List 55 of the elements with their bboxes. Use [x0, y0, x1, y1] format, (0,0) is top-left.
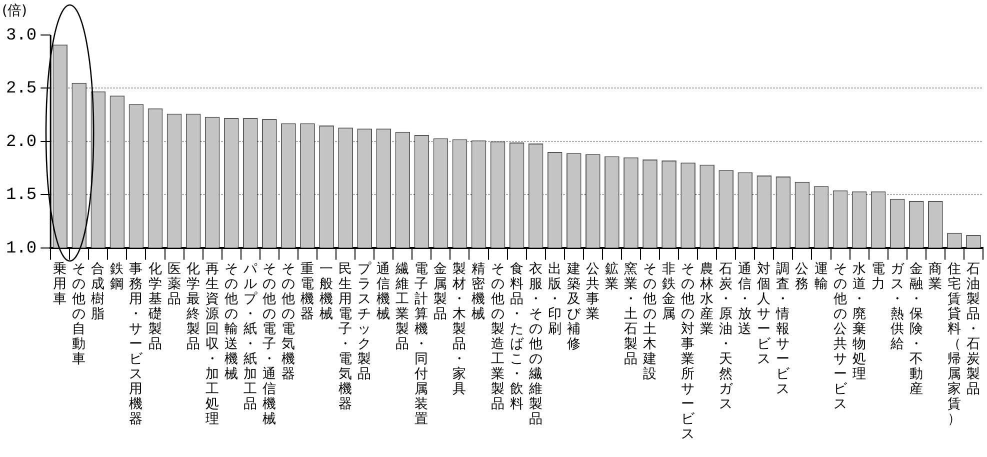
category-label: 住宅賃貸料（帰属家賃）: [947, 261, 962, 427]
category-label: その他の対事業所サービス: [681, 261, 696, 442]
category-label: 製材・木製品・家具: [452, 261, 467, 397]
category-label: 金融・保険・不動産: [909, 261, 924, 397]
y-tick-label: 2.0: [6, 132, 37, 152]
category-label: その他の公共サービス: [833, 261, 848, 412]
y-tick-label: 1.5: [6, 186, 37, 206]
x-tick-label: 精密機械: [472, 261, 486, 322]
x-tick-label: 電力: [871, 261, 886, 292]
category-label: 食料品・たばこ・飲料: [510, 261, 524, 412]
x-tick-label: その他の自動車: [72, 261, 86, 367]
x-tick-label: 金属製品: [434, 261, 448, 322]
y-tick-label: 2.5: [6, 80, 37, 99]
x-tick-label: 重電機器: [300, 261, 314, 322]
x-tick-label: その他の土木建設: [643, 261, 657, 382]
category-label: 再生資源回収・加工処理: [205, 261, 220, 427]
category-label: パルプ・紙・紙加工品: [243, 261, 258, 412]
y-tick-label: 1.0: [6, 239, 37, 258]
category-label: その他の製造工業製品: [490, 261, 505, 412]
x-tick-label: 化学基礎製品: [148, 261, 162, 352]
x-tick-label: 医薬品: [167, 261, 182, 307]
x-tick-label: 通信・放送: [738, 261, 752, 337]
category-label: 石炭・原油・天然ガス: [719, 261, 734, 412]
x-tick-label: 商業: [928, 261, 942, 292]
x-tick-label: 鉱業: [604, 261, 619, 292]
category-label: 事務用・サービス用機器: [129, 261, 144, 427]
y-axis-title: (倍): [2, 2, 27, 20]
x-tick-label: 化学最終製品: [186, 261, 200, 352]
category-label: 電子計算機・同付属装置: [414, 261, 429, 427]
x-tick-label: プラスチック製品: [358, 261, 372, 382]
x-tick-label: 建築及び補修: [566, 261, 581, 352]
x-tick-label: その他の電気機器: [281, 261, 296, 382]
category-label: 衣服・その他の繊維製品: [528, 261, 543, 427]
x-tick-label: 乗用車: [53, 261, 68, 307]
x-tick-label: その他の輸送機械: [224, 261, 238, 382]
x-tick-label: 農林水産業: [700, 261, 714, 337]
category-label: 民生用電子・電気機器: [338, 261, 353, 412]
category-label: 調査・情報サービス: [776, 261, 790, 397]
category-label: 石油製品・石炭製品: [966, 261, 980, 397]
x-tick-label: 公務: [795, 261, 810, 292]
y-tick-label: 3.0: [6, 26, 37, 46]
x-tick-label: 一般機械: [320, 261, 334, 322]
category-label: その他の電子・通信機械: [262, 261, 276, 427]
x-tick-label: ガス・熱供給: [890, 261, 904, 352]
x-tick-label: 窯業・土石製品: [624, 261, 638, 367]
x-tick-label: 繊維工業製品: [396, 261, 410, 352]
x-tick-label: 水道・廃棄物処理: [852, 261, 866, 382]
x-tick-label: 出版・印刷: [548, 261, 562, 337]
x-tick-label: 対個人サービス: [757, 261, 772, 367]
x-tick-label: 運輸: [814, 261, 828, 292]
x-tick-label: 公共事業: [586, 261, 600, 322]
x-tick-label: 通信機械: [376, 261, 391, 322]
x-tick-label: 合成樹脂: [91, 261, 106, 322]
x-tick-label: 鉄鋼: [110, 261, 124, 292]
x-tick-label: 非鉄金属: [662, 261, 676, 322]
